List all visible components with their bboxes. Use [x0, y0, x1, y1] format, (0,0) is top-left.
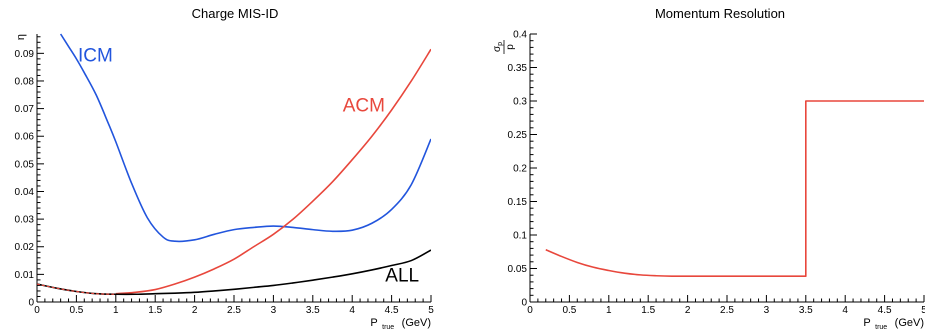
x-tick-label: 4 — [349, 305, 355, 316]
x-tick-label: 5 — [921, 305, 925, 316]
y-tick-label: 0 — [28, 298, 34, 309]
axes: 0 0.5 1 1.5 2 2.5 3 3.5 4 4.5 5 0 0.01 0.02 0.03 0.04 0.… — [15, 34, 434, 316]
y-tick-label: 0.07 — [15, 104, 35, 115]
x-tick-label: 1.5 — [641, 305, 655, 316]
x-tick-label: 4.5 — [878, 305, 892, 316]
x-tick-label: 1.5 — [148, 305, 162, 316]
annotation-acm: ACM — [343, 95, 385, 116]
x-axis-label: P true (GeV) — [863, 313, 924, 333]
x-tick-label: 0 — [527, 305, 533, 316]
chart-momentum-resolution: Momentum Resolution σp p 0 0.5 1 1.5 2 2.5 3 3.… — [492, 6, 925, 333]
x-tick-label: 1 — [113, 305, 119, 316]
y-tick-label: 0.06 — [15, 132, 35, 143]
chart-charge-misid: Charge MIS-ID η 0 0.5 1 1.5 2 2.5 3 3.5 4 4.5 5 0 0.… — [15, 6, 435, 333]
x-tick-label: 0 — [34, 305, 40, 316]
x-tick-label: 1 — [606, 305, 612, 316]
x-tick-label: 2.5 — [720, 305, 734, 316]
x-tick-label: 0.5 — [69, 305, 83, 316]
series-line-all — [37, 249, 431, 296]
x-tick-label: 3 — [764, 305, 770, 316]
y-tick-label: 0.04 — [15, 187, 35, 198]
x-tick-label: 2 — [192, 305, 198, 316]
x-axis-label: P true (GeV) — [370, 313, 431, 333]
x-label-sub: true — [875, 324, 887, 331]
x-tick-label: 4.5 — [385, 305, 399, 316]
plot-lines — [545, 100, 924, 278]
series-line-icm — [59, 33, 431, 243]
y-tick-label: 0 — [521, 298, 527, 309]
x-tick-label: 0.5 — [562, 305, 576, 316]
y-tick-label: 0.05 — [15, 159, 35, 170]
y-tick-label: 0.35 — [508, 63, 528, 74]
annotation-all: ALL — [385, 265, 419, 286]
annotation-icm: ICM — [78, 46, 113, 67]
x-tick-label: 3.5 — [799, 305, 813, 316]
y-tick-label: 0.4 — [513, 30, 527, 41]
y-tick-label: 0.2 — [513, 164, 527, 175]
y-axis-label: η — [15, 34, 27, 40]
y-tick-label: 0.03 — [15, 215, 35, 226]
axes: 0 0.5 1 1.5 2 2.5 3 3.5 4 4.5 5 0 0.05 0.1 0.15 0.2 0.25… — [508, 30, 925, 317]
x-tick-label: 2.5 — [227, 305, 241, 316]
y-label-den: p — [505, 44, 516, 50]
y-axis-label: σp p — [492, 40, 516, 54]
x-tick-label: 4 — [842, 305, 848, 316]
series-line-curve-0 — [545, 100, 924, 278]
x-label-main: P — [370, 317, 377, 329]
x-tick-label: 5 — [428, 305, 434, 316]
y-tick-label: 0.08 — [15, 76, 35, 87]
x-label-unit: (GeV) — [895, 317, 924, 329]
y-tick-label: 0.25 — [508, 130, 528, 141]
x-tick-label: 3.5 — [306, 305, 320, 316]
y-tick-label: 0.1 — [513, 231, 527, 242]
x-label-unit: (GeV) — [402, 317, 431, 329]
y-tick-label: 0.09 — [15, 49, 35, 60]
y-tick-label: 0.02 — [15, 242, 35, 253]
y-label-num: σp — [492, 42, 504, 52]
x-label-sub: true — [382, 324, 394, 331]
series-line-acm — [115, 48, 431, 295]
chart-title: Charge MIS-ID — [192, 6, 279, 21]
y-tick-label: 0.15 — [508, 197, 528, 208]
y-tick-label: 0.05 — [508, 264, 528, 275]
annotations: ICM ACM ALL — [78, 46, 419, 287]
x-label-main: P — [863, 317, 870, 329]
y-tick-label: 0.3 — [513, 97, 527, 108]
chart-title: Momentum Resolution — [655, 6, 785, 21]
series-line-curve-3 — [37, 283, 116, 295]
plot-lines — [37, 33, 431, 296]
x-tick-label: 2 — [685, 305, 691, 316]
x-tick-label: 3 — [271, 305, 277, 316]
y-tick-label: 0.01 — [15, 270, 35, 281]
